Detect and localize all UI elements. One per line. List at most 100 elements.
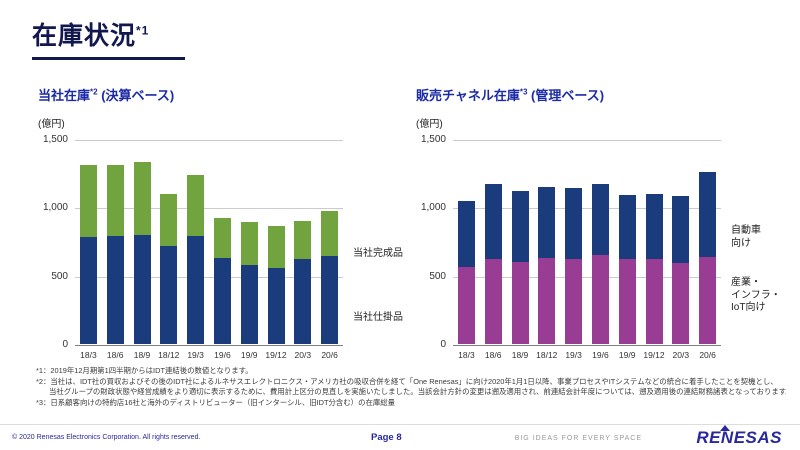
chart-company-inventory: 当社在庫*2 (決算ベース) (億円) 0 500 1,000 1,500 18/3 18… (30, 85, 430, 380)
chart-sales-channel-inventory: 販売チャネル在庫*3 (管理ベース) (億円) 0 500 1,000 1,500 18… (408, 85, 800, 380)
chart-title-suffix: (管理ベース) (527, 88, 605, 103)
stacked-bar-18/9 (511, 190, 529, 344)
bar-segment (618, 195, 636, 260)
stacked-bar-20/3 (672, 196, 690, 344)
y-axis-tick: 0 (440, 339, 446, 350)
chart-title-suffix: (決算ベース) (97, 88, 175, 103)
stacked-bar-19/9 (618, 195, 636, 344)
bar-segment (106, 236, 124, 344)
y-axis-tick: 500 (429, 270, 446, 282)
x-axis-tick: 19/9 (618, 350, 636, 360)
bar-segment (321, 211, 339, 256)
bar-segment (294, 258, 312, 344)
bar-segment (538, 257, 556, 344)
series-label-work-in-progress: 当社仕掛品 (353, 312, 403, 323)
page-title: 在庫状況*1 (32, 16, 149, 52)
bar-segment (79, 164, 97, 238)
x-axis-tick: 19/12 (643, 350, 665, 360)
bar-segment (511, 190, 529, 262)
stacked-bar-18/3 (457, 200, 475, 344)
x-axis-tick: 20/6 (699, 350, 716, 360)
copyright-text: © 2020 Renesas Electronics Corporation. … (12, 434, 201, 441)
x-axis-tick: 20/3 (294, 350, 312, 360)
stacked-bar-20/3 (294, 221, 312, 344)
stacked-bar-20/6 (699, 171, 717, 344)
footnote-1: *1：2019年12月期第1四半期からはIDT連結後の数値となります。 (36, 366, 253, 375)
x-axis-tick: 19/12 (265, 350, 287, 360)
bar-segment (321, 255, 339, 344)
chart-title-text: 販売チャネル在庫 (416, 88, 520, 103)
stacked-bar-18/6 (484, 184, 502, 344)
bar-segment (240, 264, 258, 344)
bar-segment (565, 188, 583, 260)
series-label-finished-goods: 当社完成品 (353, 248, 403, 259)
stacked-bar-19/6 (591, 184, 609, 344)
bar-segment (618, 259, 636, 344)
bar-segment (699, 171, 717, 257)
gridline (75, 276, 343, 278)
stacked-bar-19/9 (240, 222, 258, 344)
bar-segment (267, 268, 285, 344)
bar-segment (240, 222, 258, 265)
footnotes: *1：2019年12月期第1四半期からはIDT連結後の数値となります。 *2：当… (36, 366, 786, 408)
x-axis-tick: 18/12 (536, 350, 558, 360)
bar-segment (672, 196, 690, 264)
y-axis-tick: 1,000 (420, 202, 446, 214)
bar-segment (699, 256, 717, 344)
gridline (453, 208, 721, 210)
x-axis-tick: 19/9 (240, 350, 258, 360)
bar-segment (645, 259, 663, 344)
bar-segment (187, 174, 205, 237)
x-axis-tick: 19/6 (214, 350, 231, 360)
x-axis-tick: 18/12 (158, 350, 180, 360)
bar-segment (484, 184, 502, 260)
bar-segment (160, 245, 178, 344)
bar-segment (294, 221, 312, 259)
y-axis-tick: 1,500 (42, 134, 68, 145)
y-axis-tick: 1,000 (42, 202, 68, 214)
page-title-footnote-marker: *1 (136, 23, 150, 38)
y-axis-unit-label: (億円) (38, 119, 65, 130)
y-axis-tick: 500 (51, 270, 68, 282)
stacked-bar-18/3 (79, 164, 97, 344)
footnote-2-continued: 当社グループの財政状態や経営成績をより適切に表示するために、費用計上区分の見直し… (49, 387, 786, 396)
x-axis-tick: 18/6 (484, 350, 502, 360)
logo-peak-icon (720, 425, 731, 431)
bar-segment (645, 193, 663, 260)
stacked-bar-18/6 (106, 164, 124, 344)
x-axis-baseline (453, 345, 721, 346)
footer-bar: © 2020 Renesas Electronics Corporation. … (0, 424, 800, 450)
x-axis-tick: 18/9 (133, 350, 151, 360)
y-axis-tick: 1,500 (420, 134, 446, 145)
plot-area-sales-channel: 0 500 1,000 1,500 18/3 18/6 18/9 18/12 19/3 19/6 1… (421, 135, 721, 360)
brand-tagline: BIG IDEAS FOR EVERY SPACE (514, 435, 642, 442)
bar-segment (511, 262, 529, 344)
series-label-industrial-infra-iot: 産業・ インフラ・ IoT向け (731, 277, 781, 313)
chart-title-footnote-marker: *3 (519, 87, 528, 97)
bar-segment (133, 162, 151, 235)
stacked-bar-18/12 (160, 193, 178, 344)
stacked-bar-19/3 (187, 174, 205, 344)
page-number: Page 8 (371, 432, 402, 443)
x-axis-tick: 20/3 (672, 350, 690, 360)
stacked-bar-18/9 (133, 162, 151, 344)
bar-segment (106, 164, 124, 237)
stacked-bar-19/6 (213, 218, 231, 344)
chart-title-company-inventory: 当社在庫*2 (決算ベース) (38, 85, 174, 104)
bar-segment (672, 263, 690, 344)
x-axis-tick: 20/6 (321, 350, 338, 360)
bar-segment (133, 234, 151, 344)
x-axis-tick: 19/3 (187, 350, 204, 360)
bar-segment (187, 236, 205, 344)
gridline (453, 140, 721, 141)
gridline (453, 276, 721, 278)
x-axis-baseline (75, 345, 343, 346)
stacked-bar-19/12 (645, 193, 663, 344)
x-axis-tick: 18/6 (106, 350, 124, 360)
stacked-bar-20/6 (321, 211, 339, 344)
page-title-text: 在庫状況 (32, 22, 137, 50)
series-label-automotive: 自動車 向け (731, 225, 761, 249)
y-axis-tick: 0 (62, 339, 68, 350)
bar-segment (457, 200, 475, 268)
renesas-logo: RENESAS (696, 425, 782, 448)
